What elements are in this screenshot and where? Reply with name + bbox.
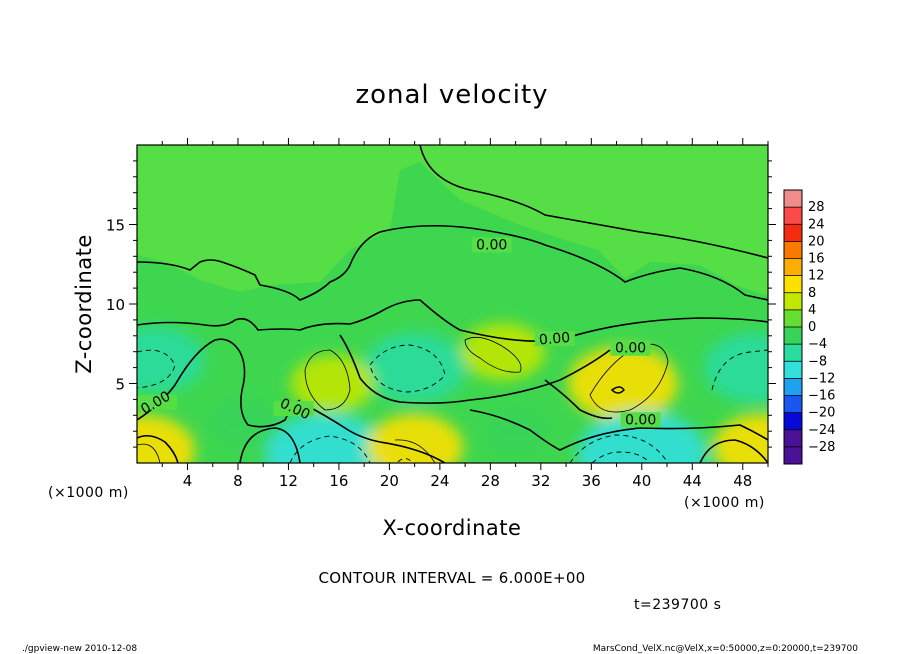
contour-label-bg: [137, 394, 178, 410]
colorbar-segment: [784, 275, 802, 294]
x-tick-label: 40: [632, 472, 651, 490]
contour-label-bg: [534, 331, 575, 347]
colorbar-segment: [784, 224, 802, 242]
x-tick-label: 32: [531, 472, 550, 490]
colorbar: 28 24 20 16 12 8 4 0 −4 −8 −12 −16 −20 −24 −28: [783, 189, 835, 465]
field-feature-6: [290, 354, 375, 413]
contour-label: 0.00: [538, 330, 570, 349]
x-axis-ticks: 4 8 12 16 20 24 28 32 36 40 44 48: [161, 138, 769, 490]
colorbar-segment: [784, 258, 802, 277]
x-tick-label: 44: [683, 472, 702, 490]
colorbar-label: 8: [808, 286, 816, 301]
colorbar-label: 12: [808, 269, 825, 284]
chart-title: zonal velocity: [355, 80, 548, 110]
x-axis-label: X-coordinate: [383, 516, 522, 540]
field-feature-12: [483, 409, 548, 454]
contour-label-bg: [471, 237, 512, 253]
colorbar-label: 0: [808, 320, 816, 335]
x-tick-label: 20: [380, 472, 399, 490]
colorbar-segment: [784, 327, 802, 345]
x-tick-label: 36: [582, 472, 601, 490]
field-feature-0: [567, 346, 678, 421]
colorbar-label: −28: [808, 440, 835, 455]
colorbar-segment: [784, 309, 802, 328]
colorbar-segment: [784, 241, 802, 259]
contour-interval: CONTOUR INTERVAL = 6.000E+00: [318, 569, 585, 587]
colorbar-segment: [784, 429, 802, 448]
colorbar-label: 4: [808, 303, 816, 318]
colorbar-label: 20: [808, 234, 825, 249]
contour-label: 0.00: [615, 341, 646, 357]
contour-label: 0.00: [476, 237, 507, 253]
x-tick-label: 28: [481, 472, 500, 490]
colorbar-label: −24: [808, 423, 835, 438]
colorbar-label: −8: [808, 354, 827, 369]
x-tick-label: 4: [183, 472, 193, 490]
field-feature-4: [137, 326, 205, 393]
x-unit-left: (×1000 m): [48, 485, 129, 501]
colorbar-label: −4: [808, 337, 827, 352]
x-tick-label: 16: [329, 472, 348, 490]
zero-contours: [137, 145, 768, 463]
contour-label-bg: [620, 412, 661, 428]
colorbar-segment: [784, 190, 802, 208]
field-feature-8: [137, 415, 196, 463]
negative-contours: [137, 344, 768, 463]
positive-contours: [137, 336, 669, 463]
contour-label-bg: [610, 340, 651, 356]
colorbar-segment: [784, 395, 802, 414]
colorbar-segment: [784, 207, 802, 225]
field-feature-5: [703, 332, 768, 403]
plot-area: 0.000.000.000.00 0.00 0.00: [137, 145, 768, 463]
y-tick-label: 5: [115, 376, 125, 394]
colorbar-label: 28: [808, 200, 825, 215]
colorbar-segment: [784, 412, 802, 431]
colorbar-label: −16: [808, 389, 835, 404]
footer-left: ./gpview-new 2010-12-08: [22, 644, 137, 654]
colorbar-segment: [784, 378, 802, 396]
x-tick-label: 12: [279, 472, 298, 490]
field-feature-11: [208, 399, 280, 448]
colorbar-label: 24: [808, 217, 825, 232]
contour-label: 0.00: [625, 412, 656, 428]
upper-field-region: [137, 145, 768, 296]
x-unit-right: (×1000 m): [684, 495, 765, 511]
y-axis-ticks: 5 10 15: [106, 160, 776, 448]
colorbar-segment: [784, 344, 802, 362]
colorbar-label: −12: [808, 371, 835, 386]
colorbar-segment: [784, 446, 802, 465]
colorbar-label: −20: [808, 406, 835, 421]
contour-label-bg: [273, 401, 314, 417]
colorbar-segment: [784, 292, 802, 311]
field-anomalies: [137, 323, 768, 463]
colorbar-segment: [784, 361, 802, 379]
y-axis-label: Z-coordinate: [72, 234, 96, 374]
colorbar-label: 16: [808, 252, 825, 267]
y-tick-label: 10: [106, 296, 125, 314]
time-label: t=239700 s: [634, 597, 721, 613]
field-feature-9: [366, 414, 464, 463]
footer-right: MarsCond_VelX.nc@VelX,x=0:50000,z=0:2000…: [593, 644, 858, 654]
field-feature-3: [362, 332, 467, 403]
x-tick-label: 8: [233, 472, 243, 490]
field-feature-7: [460, 323, 545, 381]
field-feature-1: [577, 411, 707, 463]
x-tick-label: 24: [430, 472, 449, 490]
field-feature-2: [264, 413, 388, 463]
y-tick-label: 15: [106, 217, 125, 235]
x-tick-label: 48: [733, 472, 752, 490]
peak-contour: [610, 386, 625, 394]
